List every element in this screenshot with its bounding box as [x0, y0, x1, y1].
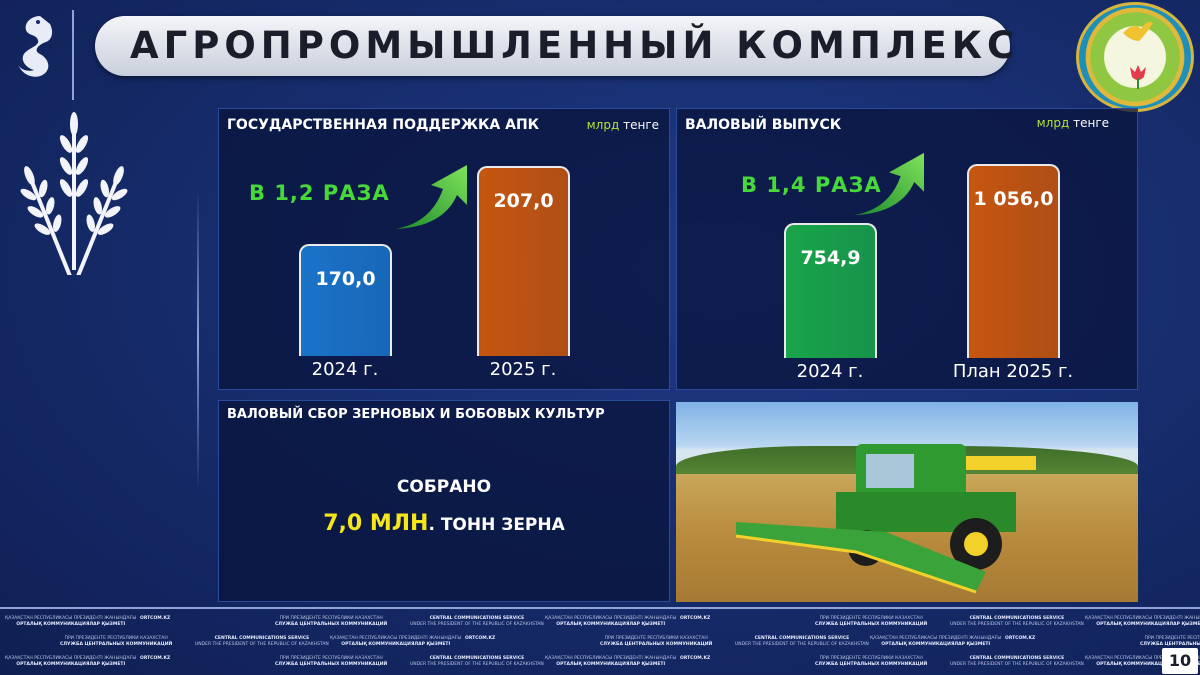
watermark-text: ҚАЗАҚСТАН РЕСПУБЛИКАСЫ ПРЕЗИДЕНТІ ЖАНЫНД… — [545, 616, 677, 627]
watermark-text: ҚАЗАҚСТАН РЕСПУБЛИКАСЫ ПРЕЗИДЕНТІ ЖАНЫНД… — [545, 656, 677, 667]
bar-label: 2024 г. — [311, 359, 379, 380]
watermark-text: CENTRAL COMMUNICATIONS SERVICE UNDER THE … — [735, 636, 869, 647]
watermark-text: ҚАЗАҚСТАН РЕСПУБЛИКАСЫ ПРЕЗИДЕНТІ ЖАНЫНД… — [5, 616, 137, 627]
watermark-text: CENTRAL COMMUNICATIONS SERVICE UNDER THE … — [950, 616, 1084, 627]
unit-label: млрд тенге — [586, 118, 659, 132]
bar-0: 754,9 — [784, 223, 877, 358]
bar-value: 170,0 — [315, 268, 376, 290]
output-chart: 754,9 1 056,0 — [677, 109, 1139, 358]
growth-label: В 1,4 РАЗА — [741, 173, 882, 197]
harvest-amount: 7,0 МЛН. ТОНН ЗЕРНА — [323, 511, 565, 536]
bar-1: 207,0 — [477, 166, 570, 356]
watermark-text: CENTRAL COMMUNICATIONS SERVICE UNDER THE … — [410, 656, 544, 667]
bar-1: 1 056,0 — [967, 164, 1060, 358]
bar-0: 170,0 — [299, 244, 392, 356]
watermark-text: ORTCOM.KZ — [465, 636, 496, 641]
panel-title: ВАЛОВЫЙ ВЫПУСК — [685, 117, 842, 133]
watermark-text: ORTCOM.KZ — [680, 616, 711, 621]
divider — [197, 190, 199, 490]
bar-value: 1 056,0 — [973, 188, 1054, 210]
region-logo — [1076, 2, 1194, 112]
panel-title: ВАЛОВЫЙ СБОР ЗЕРНОВЫХ И БОБОВЫХ КУЛЬТУР — [227, 407, 605, 422]
collected-label: СОБРАНО — [396, 477, 492, 497]
bar-value: 754,9 — [800, 247, 861, 269]
watermark-text: ҚАЗАҚСТАН РЕСПУБЛИКАСЫ ПРЕЗИДЕНТІ ЖАНЫНД… — [1085, 656, 1200, 667]
output-panel: ВАЛОВЫЙ ВЫПУСК млрд тенге В 1,4 РАЗА 754… — [676, 108, 1138, 390]
title-banner — [95, 16, 1010, 76]
footer-watermark: ҚАЗАҚСТАН РЕСПУБЛИКАСЫ ПРЕЗИДЕНТІ ЖАНЫНД… — [0, 612, 1200, 675]
panel-title: ГОСУДАРСТВЕННАЯ ПОДДЕРЖКА АПК — [227, 117, 540, 133]
bar-value: 207,0 — [493, 190, 554, 212]
support-chart: 170,0 207,0 — [219, 109, 671, 356]
page-title: АГРОПРОМЫШЛЕННЫЙ КОМПЛЕКС — [130, 24, 1020, 67]
harvest-panel: ВАЛОВЫЙ СБОР ЗЕРНОВЫХ И БОБОВЫХ КУЛЬТУР … — [218, 400, 670, 602]
watermark-text: ORTCOM.KZ — [680, 656, 711, 661]
divider — [72, 10, 74, 100]
watermark-text: ORTCOM.KZ — [140, 616, 171, 621]
watermark-text: ORTCOM.KZ — [140, 656, 171, 661]
page-number: 10 — [1162, 648, 1198, 674]
combine-harvester-photo — [676, 402, 1138, 602]
growth-label: В 1,2 РАЗА — [249, 181, 390, 205]
unit-label: млрд тенге — [1036, 116, 1109, 130]
bar-label: План 2025 г. — [952, 361, 1074, 382]
support-panel: ГОСУДАРСТВЕННАЯ ПОДДЕРЖКА АПК млрд тенге… — [218, 108, 670, 390]
growth-arrow-icon — [395, 165, 467, 229]
watermark-text: ҚАЗАҚСТАН РЕСПУБЛИКАСЫ ПРЕЗИДЕНТІ ЖАНЫНД… — [870, 636, 1002, 647]
bar-label: 2025 г. — [489, 359, 557, 380]
watermark-text: ҚАЗАҚСТАН РЕСПУБЛИКАСЫ ПРЕЗИДЕНТІ ЖАНЫНД… — [1085, 616, 1200, 627]
watermark-text: CENTRAL COMMUNICATIONS SERVICE UNDER THE … — [950, 656, 1084, 667]
growth-arrow-icon — [854, 152, 924, 216]
watermark-text: CENTRAL COMMUNICATIONS SERVICE UNDER THE … — [410, 616, 544, 627]
watermark-text: ҚАЗАҚСТАН РЕСПУБЛИКАСЫ ПРЕЗИДЕНТІ ЖАНЫНД… — [5, 656, 137, 667]
wheat-icon — [10, 110, 140, 281]
watermark-text: ҚАЗАҚСТАН РЕСПУБЛИКАСЫ ПРЕЗИДЕНТІ ЖАНЫНД… — [330, 636, 462, 647]
watermark-text: CENTRAL COMMUNICATIONS SERVICE UNDER THE … — [195, 636, 329, 647]
watermark-text: ORTCOM.KZ — [1005, 636, 1036, 641]
watermark-text: ПРИ ПРЕЗИДЕНТЕ РЕСПУБЛИКИ КАЗАХСТАНСЛУЖБ… — [1140, 636, 1200, 647]
leopard-emblem-icon — [10, 12, 56, 84]
footer-divider — [0, 607, 1200, 609]
bar-label: 2024 г. — [796, 361, 864, 382]
